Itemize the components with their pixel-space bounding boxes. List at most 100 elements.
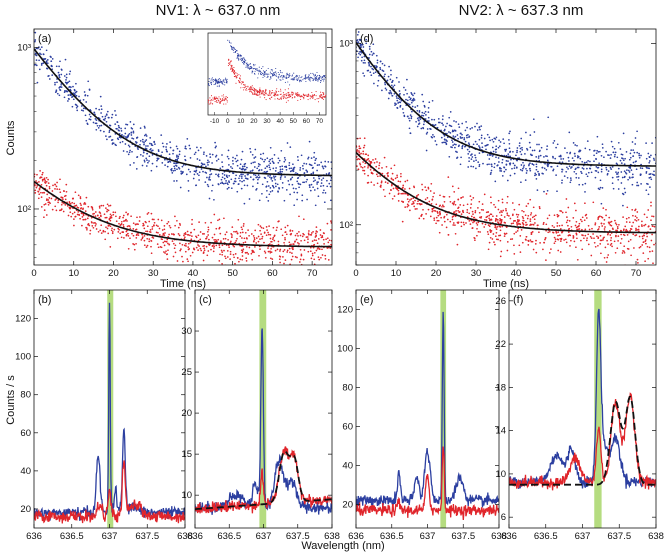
inset-point	[271, 72, 273, 75]
data-point	[529, 239, 532, 241]
data-point	[172, 149, 175, 152]
x-tick-label: 636.5	[60, 531, 84, 542]
data-point	[323, 243, 325, 245]
inset-point	[218, 86, 220, 88]
data-point	[221, 161, 223, 163]
y-tick-label: 20	[181, 408, 192, 419]
data-point	[509, 130, 511, 133]
inset-point	[242, 61, 244, 63]
data-point	[529, 220, 532, 222]
data-point	[236, 190, 239, 193]
inset-point	[212, 79, 215, 81]
data-point	[227, 168, 230, 171]
data-point	[165, 250, 167, 253]
data-point	[141, 233, 144, 236]
data-point	[206, 183, 209, 186]
data-point	[43, 191, 45, 194]
inset-tick-label: 10	[237, 118, 245, 125]
data-point	[406, 198, 409, 200]
inset-point	[259, 70, 261, 72]
data-point	[290, 258, 293, 261]
data-point	[647, 257, 650, 260]
data-point	[579, 150, 581, 153]
data-point	[316, 183, 318, 185]
inset-point	[230, 64, 232, 66]
data-point	[506, 241, 509, 243]
data-point	[607, 221, 610, 224]
data-point	[79, 217, 81, 220]
data-point	[251, 169, 254, 172]
inset-point	[289, 74, 291, 77]
data-point	[597, 236, 600, 239]
data-point	[368, 64, 371, 67]
inset-point	[208, 100, 210, 102]
data-point	[55, 209, 58, 212]
data-point	[195, 235, 197, 238]
data-point	[367, 181, 370, 184]
inset-point	[255, 68, 257, 70]
data-point	[312, 230, 314, 233]
data-point	[395, 76, 398, 79]
data-point	[499, 217, 501, 220]
data-point	[235, 160, 238, 163]
data-point	[109, 204, 112, 207]
data-point	[454, 224, 456, 226]
inset-point	[240, 60, 242, 62]
data-point	[214, 141, 216, 144]
data-point	[453, 120, 455, 122]
data-point	[597, 216, 600, 218]
data-point	[310, 183, 313, 186]
data-point	[616, 173, 619, 175]
data-point	[268, 164, 270, 167]
data-point	[321, 248, 323, 251]
inset-point	[309, 98, 311, 100]
data-point	[494, 235, 497, 238]
data-point	[457, 198, 460, 201]
data-point	[425, 213, 427, 215]
data-point	[296, 232, 298, 235]
data-point	[556, 213, 559, 216]
data-point	[390, 184, 393, 187]
data-point	[176, 219, 178, 222]
data-point	[179, 186, 182, 189]
data-point	[252, 268, 254, 270]
data-point	[267, 175, 269, 177]
inset-point	[266, 76, 268, 79]
data-point	[102, 230, 105, 233]
data-point	[279, 165, 282, 168]
data-point	[427, 107, 430, 109]
data-point	[429, 190, 432, 192]
data-point	[184, 250, 187, 253]
inset-point	[236, 76, 238, 78]
inset-point	[254, 88, 256, 90]
data-point	[431, 210, 434, 213]
data-point	[118, 222, 120, 225]
data-point	[127, 153, 130, 156]
data-point	[464, 140, 467, 143]
data-point	[167, 235, 170, 238]
data-point	[272, 175, 275, 177]
data-point	[231, 226, 234, 228]
data-point	[453, 191, 456, 193]
inset-point	[239, 75, 242, 77]
inset-point	[310, 96, 312, 98]
data-point	[289, 266, 291, 268]
inset-point	[269, 90, 271, 92]
data-point	[139, 216, 141, 218]
data-point	[320, 182, 323, 184]
data-point	[259, 238, 261, 240]
data-point	[421, 188, 424, 191]
data-point	[617, 188, 620, 190]
data-point	[412, 200, 414, 203]
data-point	[600, 222, 603, 225]
data-point	[36, 185, 39, 187]
data-point	[557, 249, 560, 252]
data-point	[269, 251, 272, 254]
inset-point	[224, 78, 226, 81]
data-point	[462, 204, 465, 207]
data-point	[190, 231, 192, 234]
data-point	[470, 219, 473, 222]
plot-area	[34, 290, 185, 528]
data-point	[494, 148, 497, 151]
data-point	[173, 167, 176, 170]
